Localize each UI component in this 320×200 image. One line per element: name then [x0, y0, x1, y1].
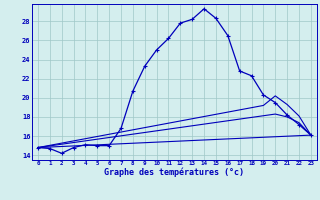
- X-axis label: Graphe des températures (°c): Graphe des températures (°c): [104, 168, 244, 177]
